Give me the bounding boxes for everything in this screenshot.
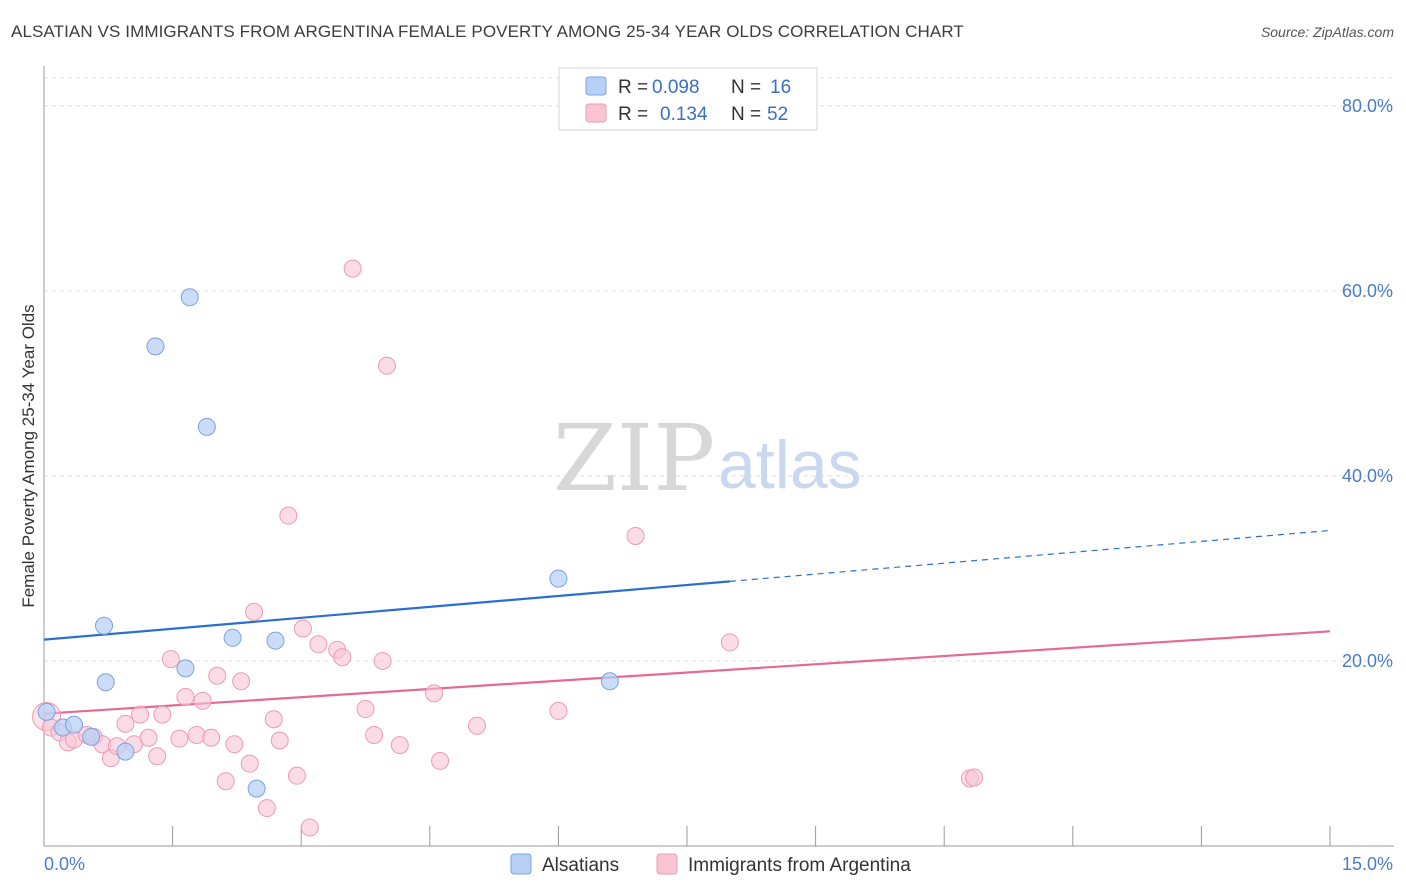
point-argentina xyxy=(965,768,984,787)
point-argentina xyxy=(300,818,319,837)
bottom-legend-swatch-alsatians xyxy=(510,853,532,875)
point-argentina xyxy=(425,684,444,703)
point-argentina xyxy=(245,602,264,621)
point-alsatians xyxy=(116,742,135,761)
point-alsatians xyxy=(37,702,56,721)
point-argentina xyxy=(343,259,362,278)
point-argentina xyxy=(225,735,244,754)
point-argentina xyxy=(257,799,276,818)
point-argentina xyxy=(193,691,212,710)
trend-line-alsatians-extension xyxy=(729,529,1331,582)
point-alsatians xyxy=(197,417,216,436)
gridlines xyxy=(44,77,1394,662)
point-argentina xyxy=(287,766,306,785)
point-argentina xyxy=(202,728,221,747)
point-argentina xyxy=(232,672,251,691)
point-alsatians xyxy=(266,631,285,650)
point-argentina xyxy=(333,648,352,667)
point-alsatians xyxy=(247,779,266,798)
point-argentina xyxy=(208,666,227,685)
legend-n-value-1: 16 xyxy=(770,77,791,98)
legend-n-label-1: N = xyxy=(731,77,761,98)
point-argentina xyxy=(148,747,167,766)
point-argentina xyxy=(293,619,312,638)
point-alsatians xyxy=(223,628,242,647)
point-argentina xyxy=(216,772,235,791)
point-argentina xyxy=(187,725,206,744)
point-argentina xyxy=(626,527,645,546)
legend-r-value-1: 0.098 xyxy=(652,77,700,98)
point-argentina xyxy=(279,506,298,525)
y-tick-labels: 20.0% 40.0% 60.0% 80.0% xyxy=(1342,96,1393,671)
watermark: ZIP atlas xyxy=(553,405,862,512)
bottom-legend-argentina: Immigrants from Argentina xyxy=(688,855,911,876)
point-alsatians xyxy=(549,569,568,588)
legend-r-label-2: R = xyxy=(618,104,648,125)
legend-n-value-2: 52 xyxy=(767,104,788,125)
point-argentina xyxy=(116,714,135,733)
point-argentina xyxy=(161,650,180,669)
point-argentina xyxy=(467,716,486,735)
point-argentina xyxy=(365,725,384,744)
watermark-atlas: atlas xyxy=(718,427,862,503)
point-argentina xyxy=(153,705,172,724)
point-alsatians xyxy=(180,288,199,307)
trend-line-argentina xyxy=(43,630,1331,715)
point-argentina xyxy=(549,701,568,720)
point-alsatians xyxy=(176,659,195,678)
legend-swatch-argentina xyxy=(585,103,607,123)
data-points xyxy=(32,259,984,837)
y-tick-label: 80.0% xyxy=(1342,96,1393,116)
x-tick-label-max: 15.0% xyxy=(1342,854,1393,874)
point-alsatians xyxy=(82,727,101,746)
point-argentina xyxy=(377,356,396,375)
x-ticks xyxy=(172,826,1331,846)
point-argentina xyxy=(176,688,195,707)
point-argentina xyxy=(390,736,409,755)
legend-n-label-2: N = xyxy=(731,104,761,125)
point-argentina xyxy=(431,751,450,770)
point-argentina xyxy=(309,635,328,654)
legend-r-label-1: R = xyxy=(618,77,648,98)
y-tick-label: 40.0% xyxy=(1342,466,1393,486)
legend-swatch-alsatians xyxy=(585,76,607,96)
y-tick-label: 60.0% xyxy=(1342,281,1393,301)
point-argentina xyxy=(264,710,283,729)
point-argentina xyxy=(240,754,259,773)
trend-line-alsatians xyxy=(43,580,730,641)
point-alsatians xyxy=(96,673,115,692)
point-alsatians xyxy=(146,337,165,356)
point-alsatians xyxy=(65,715,84,734)
bottom-legend: Alsatians Immigrants from Argentina xyxy=(510,853,911,876)
point-argentina xyxy=(170,729,189,748)
chart-source: Source: ZipAtlas.com xyxy=(1260,24,1394,40)
y-axis-label: Female Poverty Among 25-34 Year Olds xyxy=(19,304,38,607)
trend-lines xyxy=(43,529,1331,715)
point-alsatians xyxy=(600,672,619,691)
bottom-legend-alsatians: Alsatians xyxy=(542,855,619,876)
bottom-legend-swatch-argentina xyxy=(656,853,678,875)
point-argentina xyxy=(131,705,150,724)
point-argentina xyxy=(270,731,289,750)
point-argentina xyxy=(356,700,375,719)
watermark-zip: ZIP xyxy=(553,405,715,512)
point-argentina xyxy=(720,633,739,652)
legend: R = 0.098 N = 16 R = 0.134 N = 52 xyxy=(558,67,818,131)
chart-title: ALSATIAN VS IMMIGRANTS FROM ARGENTINA FE… xyxy=(11,22,964,41)
x-tick-label-min: 0.0% xyxy=(44,854,85,874)
point-argentina xyxy=(373,651,392,670)
point-argentina xyxy=(139,728,158,747)
legend-r-value-2: 0.134 xyxy=(660,104,708,125)
point-alsatians xyxy=(95,616,114,635)
y-tick-label: 20.0% xyxy=(1342,651,1393,671)
